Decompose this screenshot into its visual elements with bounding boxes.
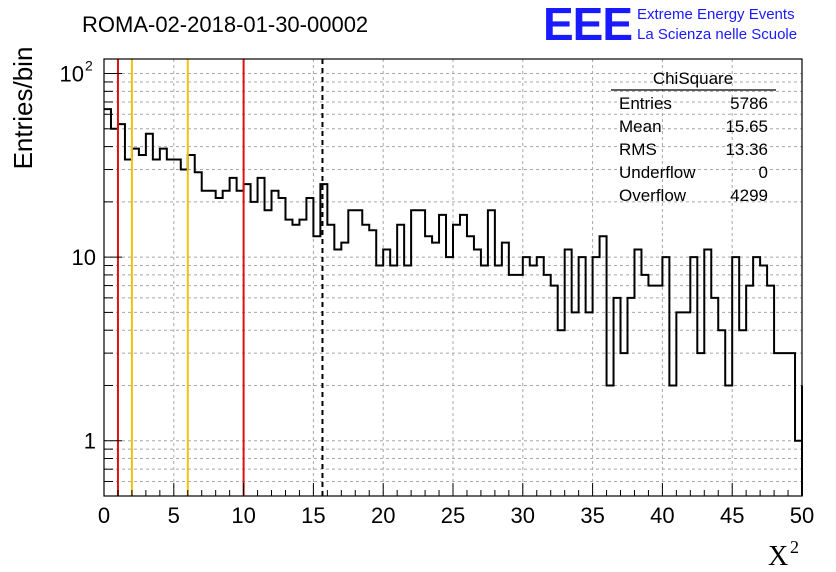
y-tick-label: 1 [84,429,96,454]
x-tick-label: 35 [580,503,604,528]
stats-value: 13.36 [725,140,768,159]
stats-label: Mean [619,117,662,136]
x-tick-labels: 0 5 10 15 20 25 30 35 40 45 50 [98,503,814,528]
x-tick-label: 15 [301,503,325,528]
stats-rows: Entries 5786 Mean 15.65 RMS 13.36 Underflow 0 Ov… [619,94,768,205]
x-tick-label: 25 [441,503,465,528]
y-axis-label: Entries/bin [8,47,38,170]
x-tick-label: 30 [511,503,535,528]
stats-value: 5786 [730,94,768,113]
histogram [104,108,803,496]
x-tick-label: 0 [98,503,110,528]
x-axis-label-main: X [768,541,788,572]
logo-line-2: La Scienza nelle Scuole [637,26,797,43]
stats-box: ChiSquare Entries 5786 Mean 15.65 RMS 13.36 Un… [611,69,776,205]
stats-value: 4299 [730,186,768,205]
y-tick-label: 10 [72,245,96,270]
chart-title: ROMA-02-2018-01-30-00002 [82,12,368,37]
x-tick-label: 20 [371,503,395,528]
eee-logo: EEE Extreme Energy Events La Scienza nel… [543,0,797,50]
stats-label: Entries [619,94,672,113]
logo-line-1: Extreme Energy Events [637,6,795,23]
y-tick-label: 10 [60,62,84,87]
x-tick-label: 50 [790,503,814,528]
stats-label: Overflow [619,186,687,205]
x-tick-label: 40 [650,503,674,528]
stats-label: RMS [619,140,657,159]
stats-value: 15.65 [725,117,768,136]
histogram-outline [104,108,803,496]
axis-ticks [103,73,803,496]
stats-title: ChiSquare [653,69,733,88]
marker-lines [116,59,324,496]
y-tick-exponent: 2 [85,58,93,74]
x-axis-label: X 2 [768,537,799,572]
logo-text: EEE [543,0,632,50]
stats-label: Underflow [619,163,696,182]
x-axis-label-superscript: 2 [790,537,799,557]
stats-value: 0 [759,163,768,182]
x-tick-label: 45 [720,503,744,528]
x-tick-label: 5 [168,503,180,528]
x-tick-label: 10 [231,503,255,528]
